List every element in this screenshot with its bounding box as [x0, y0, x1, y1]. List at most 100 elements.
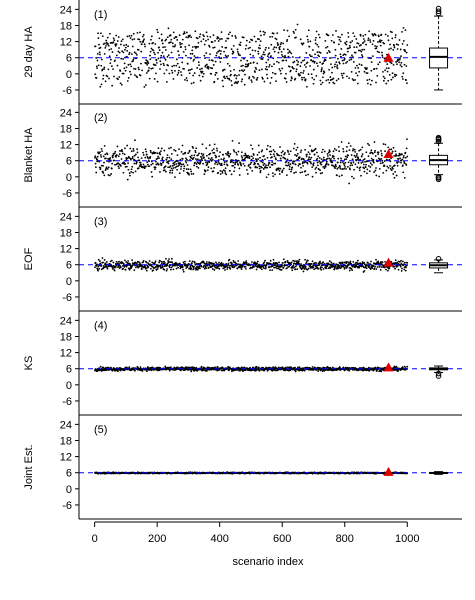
- scatter-point: [271, 156, 273, 158]
- scatter-point: [216, 369, 219, 372]
- scatter-point: [330, 39, 333, 42]
- scatter-point: [321, 148, 324, 151]
- scatter-point: [125, 46, 127, 49]
- scatter-point: [290, 79, 292, 82]
- scatter-point: [177, 69, 180, 72]
- scatter-point: [244, 152, 247, 155]
- scatter-point: [238, 74, 240, 76]
- scatter-point: [401, 42, 404, 45]
- scatter-point: [244, 266, 247, 268]
- scatter-point: [182, 268, 185, 271]
- scatter-point: [226, 164, 229, 167]
- scatter-point: [195, 165, 198, 168]
- scatter-point: [200, 40, 203, 43]
- y-tick-label: 12: [60, 452, 72, 464]
- scatter-point: [224, 170, 226, 172]
- scatter-point: [161, 42, 164, 45]
- scatter-point: [266, 73, 268, 76]
- scatter-point: [387, 79, 390, 82]
- scatter-point: [185, 267, 188, 269]
- scatter-point: [363, 263, 366, 266]
- scatter-point: [333, 41, 336, 44]
- scatter-point: [223, 75, 226, 78]
- scatter-point: [178, 66, 181, 69]
- scatter-point: [211, 41, 214, 44]
- scatter-point: [368, 30, 371, 33]
- scatter-point: [109, 58, 112, 61]
- scatter-point: [136, 148, 139, 151]
- scatter-point: [394, 267, 396, 270]
- scatter-point: [225, 46, 228, 49]
- scatter-point: [353, 154, 356, 157]
- scatter-point: [205, 31, 208, 34]
- scatter-point: [99, 53, 101, 56]
- scatter-point: [111, 84, 114, 87]
- scatter-point: [211, 67, 214, 70]
- scatter-point: [316, 43, 319, 46]
- scatter-point: [370, 157, 373, 160]
- scatter-point: [103, 68, 105, 70]
- scatter-point: [393, 176, 396, 179]
- scatter-point: [158, 157, 160, 160]
- scatter-point: [366, 261, 369, 264]
- scatter-point: [267, 164, 270, 167]
- scatter-point: [291, 269, 294, 272]
- scatter-point: [188, 173, 190, 176]
- scatter-point: [180, 150, 183, 153]
- scatter-point: [174, 44, 177, 46]
- scatter-point: [286, 48, 289, 51]
- scatter-point: [256, 160, 258, 162]
- scatter-point: [274, 173, 276, 176]
- scatter-point: [333, 147, 336, 150]
- scatter-point: [377, 63, 380, 66]
- scatter-point: [185, 158, 188, 161]
- scatter-point: [160, 260, 163, 263]
- scatter-point: [216, 77, 219, 80]
- scatter-point: [172, 167, 175, 169]
- scatter-point: [351, 78, 354, 80]
- scatter-point: [176, 73, 179, 76]
- scatter-point: [127, 260, 129, 262]
- scatter-point: [167, 260, 170, 263]
- scatter-point: [364, 161, 366, 163]
- scatter-point: [133, 158, 135, 161]
- scatter-point: [382, 70, 384, 73]
- scatter-point: [361, 54, 363, 56]
- scatter-point: [330, 63, 332, 66]
- scatter-point: [391, 37, 394, 40]
- scatter-point: [187, 69, 190, 72]
- scatter-point: [167, 54, 170, 57]
- scatter-point: [169, 171, 171, 174]
- scatter-point: [375, 67, 378, 70]
- scatter-point: [182, 153, 185, 155]
- scatter-point: [266, 148, 268, 151]
- scatter-point: [105, 166, 108, 169]
- scatter-point: [106, 36, 109, 39]
- scatter-point: [353, 35, 356, 38]
- scatter-point: [184, 151, 187, 154]
- scatter-point: [348, 182, 351, 185]
- scatter-point: [254, 49, 257, 52]
- scatter-point: [351, 40, 354, 42]
- scatter-point: [273, 155, 276, 158]
- scatter-point: [356, 259, 359, 262]
- scatter-point: [157, 147, 160, 150]
- scatter-point: [99, 365, 102, 368]
- scatter-point: [338, 62, 341, 65]
- scatter-point: [342, 366, 345, 369]
- scatter-point: [130, 65, 133, 68]
- scatter-point: [256, 260, 259, 263]
- scatter-point: [133, 162, 136, 165]
- scatter-point: [190, 173, 193, 175]
- scatter-point: [323, 60, 326, 62]
- scatter-point: [332, 165, 335, 167]
- scatter-point: [121, 150, 124, 153]
- scatter-point: [205, 39, 207, 42]
- scatter-point: [286, 38, 289, 41]
- scatter-point: [165, 159, 168, 161]
- scatter-point: [383, 42, 386, 45]
- scatter-point: [147, 265, 150, 268]
- scatter-point: [240, 80, 243, 83]
- scatter-point: [275, 80, 277, 83]
- scatter-point: [117, 78, 119, 81]
